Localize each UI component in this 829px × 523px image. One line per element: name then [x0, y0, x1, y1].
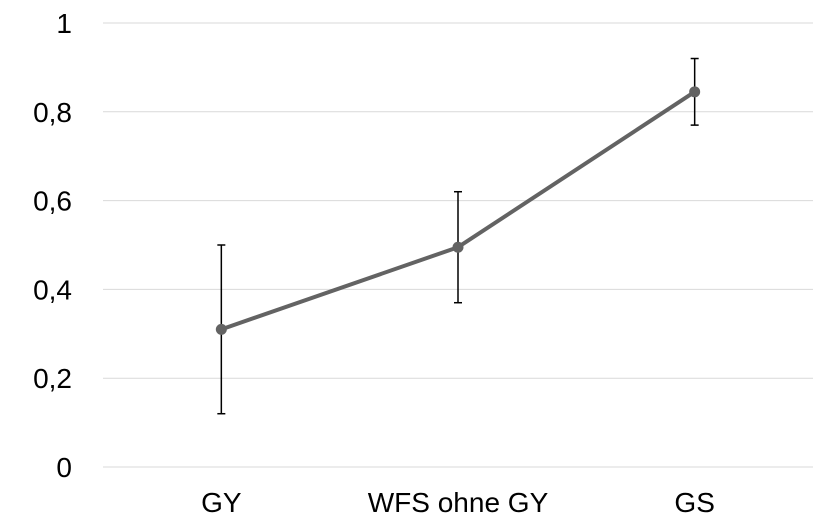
y-axis-tick-labels: 0 0,2 0,4 0,6 0,8 1: [33, 8, 72, 483]
series-layer: [215, 86, 701, 335]
x-tick-label: GY: [201, 487, 242, 518]
data-point: [689, 86, 701, 98]
y-tick-label: 0,8: [33, 97, 72, 128]
data-point: [452, 241, 464, 253]
x-axis-tick-labels: GY WFS ohne GY GS: [201, 487, 715, 518]
x-tick-label: GS: [674, 487, 714, 518]
y-tick-label: 0,4: [33, 274, 72, 305]
y-tick-label: 1: [56, 8, 72, 39]
y-tick-label: 0,6: [33, 186, 72, 217]
x-tick-label: WFS ohne GY: [368, 487, 549, 518]
y-tick-label: 0,2: [33, 363, 72, 394]
y-tick-label: 0: [56, 452, 72, 483]
data-point: [215, 323, 227, 335]
